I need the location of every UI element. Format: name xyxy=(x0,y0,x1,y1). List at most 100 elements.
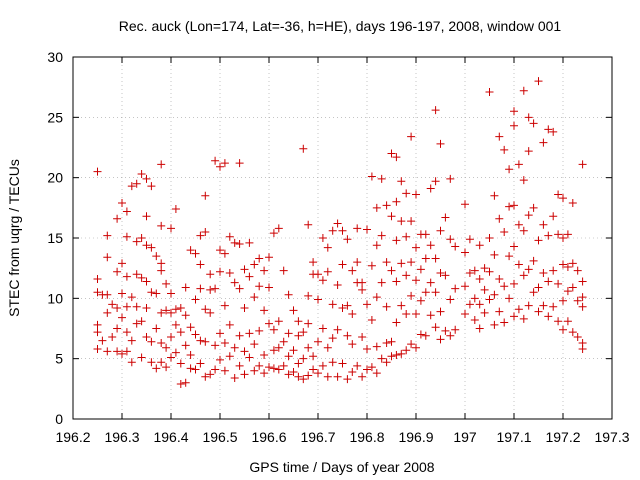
data-point xyxy=(525,302,533,310)
data-point xyxy=(437,308,445,316)
data-point xyxy=(407,292,415,300)
data-point xyxy=(549,303,557,311)
data-point xyxy=(539,302,547,310)
data-point xyxy=(260,369,268,377)
data-point xyxy=(427,311,435,319)
data-point xyxy=(143,175,151,183)
data-point xyxy=(324,268,332,276)
data-point xyxy=(378,175,386,183)
data-point xyxy=(118,259,126,267)
data-point xyxy=(309,258,317,266)
data-point xyxy=(290,306,298,314)
data-point xyxy=(530,257,538,265)
data-point xyxy=(201,228,209,236)
data-point xyxy=(446,332,454,340)
data-point xyxy=(579,345,587,353)
data-point xyxy=(427,241,435,249)
data-point xyxy=(123,273,131,281)
data-point xyxy=(245,239,253,247)
data-point xyxy=(427,185,435,193)
data-point xyxy=(221,339,229,347)
data-point xyxy=(373,369,381,377)
data-point xyxy=(579,160,587,168)
data-point xyxy=(265,363,273,371)
data-point xyxy=(530,288,538,296)
data-point xyxy=(535,308,543,316)
y-axis-label: STEC from uqrg / TECUs xyxy=(6,159,22,317)
data-point xyxy=(505,294,513,302)
data-point xyxy=(201,192,209,200)
data-point xyxy=(118,199,126,207)
data-point xyxy=(378,279,386,287)
data-point xyxy=(559,297,567,305)
data-point xyxy=(383,358,391,366)
data-point xyxy=(143,333,151,341)
data-point xyxy=(559,194,567,202)
data-point xyxy=(549,267,557,275)
data-point xyxy=(177,304,185,312)
y-tick-label: 0 xyxy=(55,411,63,427)
data-point xyxy=(167,353,175,361)
x-tick-label: 197.1 xyxy=(496,429,531,445)
data-point xyxy=(172,349,180,357)
data-point xyxy=(162,344,170,352)
data-point xyxy=(392,277,400,285)
data-point xyxy=(422,332,430,340)
y-tick-label: 20 xyxy=(47,170,63,186)
data-point xyxy=(260,306,268,314)
data-point xyxy=(226,233,234,241)
data-point xyxy=(574,267,582,275)
data-point xyxy=(280,362,288,370)
data-point xyxy=(446,296,454,304)
stec-scatter-chart: Rec. auck (Lon=174, Lat=-36, h=HE), days… xyxy=(0,0,640,480)
data-point xyxy=(211,285,219,293)
data-point xyxy=(383,201,391,209)
data-point xyxy=(417,265,425,273)
data-point xyxy=(147,182,155,190)
data-point xyxy=(157,267,165,275)
data-point xyxy=(157,222,165,230)
data-point xyxy=(358,333,366,341)
data-point xyxy=(383,339,391,347)
data-point xyxy=(422,288,430,296)
data-point xyxy=(451,285,459,293)
y-tick-labels: 051015202530 xyxy=(47,49,63,427)
data-point xyxy=(481,264,489,272)
data-point xyxy=(157,160,165,168)
data-point xyxy=(241,370,249,378)
data-point xyxy=(172,205,180,213)
data-point xyxy=(402,346,410,354)
data-point xyxy=(388,212,396,220)
data-point xyxy=(378,232,386,240)
data-point xyxy=(476,325,484,333)
data-point xyxy=(236,332,244,340)
data-point xyxy=(196,261,204,269)
data-point xyxy=(113,325,121,333)
data-point xyxy=(113,268,121,276)
data-point xyxy=(314,270,322,278)
data-point xyxy=(422,230,430,238)
data-point xyxy=(397,259,405,267)
data-point xyxy=(211,341,219,349)
x-tick-label: 197 xyxy=(453,429,477,445)
data-point xyxy=(133,270,141,278)
data-point xyxy=(309,352,317,360)
x-tick-label: 196.7 xyxy=(300,429,335,445)
data-point xyxy=(432,106,440,114)
data-point xyxy=(147,338,155,346)
data-point xyxy=(402,189,410,197)
data-point xyxy=(182,311,190,319)
data-point xyxy=(353,224,361,232)
data-point xyxy=(152,290,160,298)
data-point xyxy=(201,338,209,346)
data-point xyxy=(490,321,498,329)
data-point xyxy=(192,366,200,374)
data-point xyxy=(397,350,405,358)
data-point xyxy=(304,320,312,328)
data-point xyxy=(427,279,435,287)
data-point xyxy=(324,344,332,352)
data-point xyxy=(407,217,415,225)
data-point xyxy=(392,318,400,326)
data-point xyxy=(265,320,273,328)
data-point xyxy=(319,362,327,370)
